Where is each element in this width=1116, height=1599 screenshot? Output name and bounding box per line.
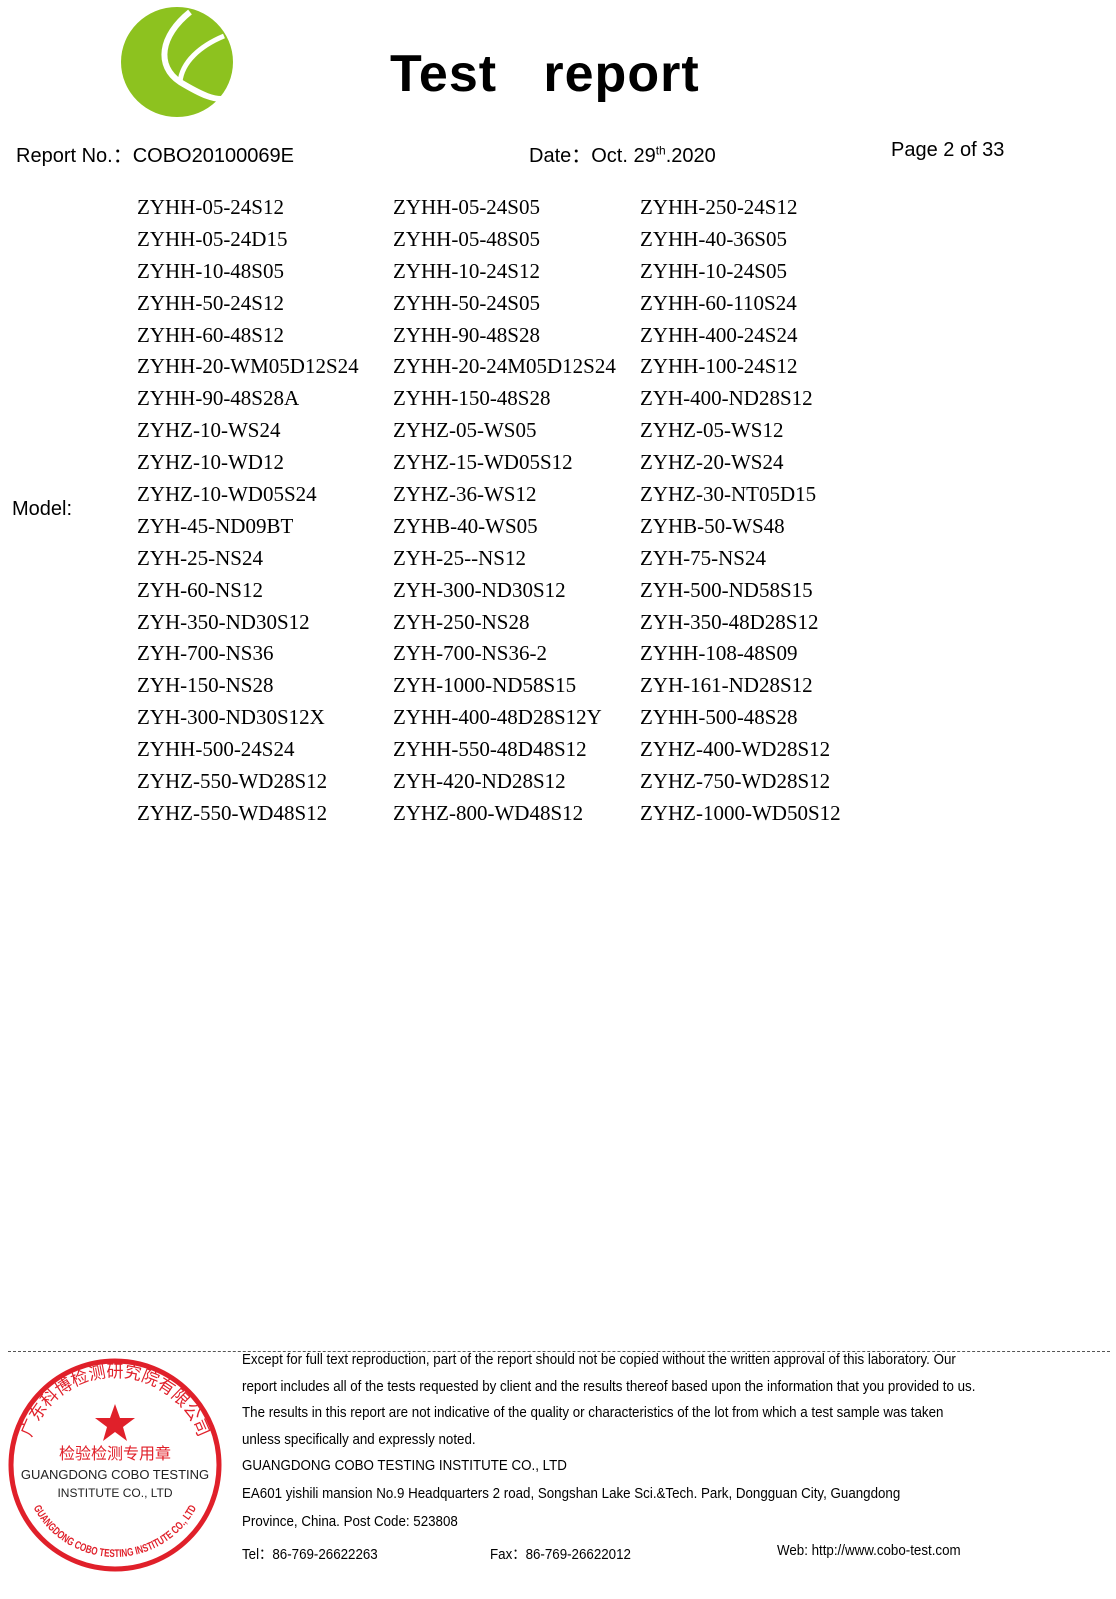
model-name: ZYH-45-ND09BT [137, 513, 294, 538]
footer-fax: Fax：86-769-26622012 [490, 1547, 631, 1563]
footer-web-link[interactable]: Web: http://www.cobo-test.com [777, 1543, 961, 1559]
model-name: ZYH-150-NS28 [137, 673, 274, 698]
model-name: ZYH-1000-ND58S15 [393, 673, 577, 698]
footer-address: EA601 yishili mansion No.9 Headquarters … [242, 1486, 901, 1502]
model-name: ZYHH-90-48S28A [137, 386, 300, 411]
model-name: ZYHH-90-48S28 [393, 322, 540, 347]
footer-disclaimer-line: report includes all of the tests request… [242, 1379, 976, 1395]
stamp-center-text: 检验检测专用章 [59, 1444, 171, 1463]
model-name: ZYHZ-400-WD28S12 [640, 737, 831, 762]
model-name: ZYHH-20-24M05D12S24 [393, 354, 616, 379]
model-name: ZYHZ-05-WS12 [640, 418, 784, 443]
model-name: ZYH-60-NS12 [137, 577, 263, 602]
model-name: ZYHZ-550-WD28S12 [137, 769, 328, 794]
model-name: ZYH-700-NS36-2 [393, 641, 547, 666]
model-name: ZYHH-150-48S28 [393, 386, 551, 411]
model-name: ZYHZ-800-WD48S12 [393, 800, 584, 825]
model-name: ZYHH-400-24S24 [640, 322, 798, 347]
page-number: Page 2 of 33 [891, 139, 1005, 161]
model-name: ZYH-25-NS24 [137, 545, 263, 570]
model-name: ZYHZ-36-WS12 [393, 482, 537, 507]
model-name: ZYH-420-ND28S12 [393, 769, 566, 794]
model-name: ZYH-250-NS28 [393, 609, 530, 634]
model-name: ZYHZ-1000-WD50S12 [640, 800, 841, 825]
model-name: ZYH-700-NS36 [137, 641, 274, 666]
model-name: ZYHH-05-24S12 [137, 195, 284, 219]
footer-disclaimer-line: The results in this report are not indic… [242, 1405, 944, 1421]
model-name: ZYH-300-ND30S12X [137, 705, 325, 730]
model-name: ZYHH-60-48S12 [137, 322, 284, 347]
model-name: ZYHZ-750-WD28S12 [640, 769, 831, 794]
model-name: ZYHH-40-36S05 [640, 226, 787, 251]
footer-disclaimer-line: unless specifically and expressly noted. [242, 1432, 476, 1448]
company-seal-stamp: 广东科博检测研究院有限公司 检验检测专用章 GUANGDONG COBO TES… [8, 1358, 222, 1572]
stamp-line1: GUANGDONG COBO TESTING [21, 1467, 209, 1482]
model-name: ZYHH-500-24S24 [137, 737, 295, 762]
model-name: ZYHZ-30-NT05D15 [640, 482, 817, 507]
model-name: ZYHH-10-48S05 [137, 258, 284, 283]
model-name: ZYHH-60-110S24 [640, 290, 797, 315]
model-name: ZYHZ-550-WD48S12 [137, 800, 328, 825]
stamp-line2: INSTITUTE CO., LTD [57, 1486, 172, 1500]
footer-address: Province, China. Post Code: 523808 [242, 1514, 458, 1530]
model-name: ZYHB-50-WS48 [640, 513, 785, 538]
model-name: ZYHH-20-WM05D12S24 [137, 354, 359, 379]
model-name: ZYH-75-NS24 [640, 545, 766, 570]
model-name: ZYHH-100-24S12 [640, 354, 798, 379]
star-icon [95, 1404, 135, 1441]
model-name: ZYHH-550-48D48S12 [393, 737, 587, 762]
report-date: Date：Oct. 29th.2020 [529, 143, 716, 167]
footer-company-name: GUANGDONG COBO TESTING INSTITUTE CO., LT… [242, 1458, 567, 1474]
report-number: Report No.：COBO20100069E [16, 145, 294, 167]
model-name: ZYHH-400-48D28S12Y [393, 705, 602, 730]
model-name: ZYHH-05-24D15 [137, 226, 288, 251]
model-name: ZYHZ-10-WD12 [137, 450, 284, 475]
cobo-logo-icon [121, 7, 233, 117]
model-name: ZYHH-500-48S28 [640, 705, 798, 730]
footer-disclaimer-line: Except for full text reproduction, part … [242, 1352, 956, 1368]
model-name: ZYHH-10-24S12 [393, 258, 540, 283]
model-name: ZYHZ-10-WS24 [137, 418, 281, 443]
model-name: ZYHZ-15-WD05S12 [393, 450, 573, 475]
model-name: ZYHB-40-WS05 [393, 513, 538, 538]
model-name: ZYH-350-48D28S12 [640, 609, 819, 634]
model-label: Model: [12, 498, 73, 520]
model-name: ZYHH-05-24S05 [393, 195, 540, 219]
model-name: ZYHZ-10-WD05S24 [137, 482, 317, 507]
model-name: ZYHH-05-48S05 [393, 226, 540, 251]
model-name: ZYHH-108-48S09 [640, 641, 798, 666]
model-name: ZYHZ-20-WS24 [640, 450, 784, 475]
model-name: ZYH-400-ND28S12 [640, 386, 813, 411]
footer-tel: Tel：86-769-26622263 [242, 1547, 378, 1563]
footer-divider [8, 1351, 1110, 1352]
model-name: ZYHZ-05-WS05 [393, 418, 537, 443]
model-name: ZYHH-50-24S12 [137, 290, 284, 315]
model-name: ZYH-350-ND30S12 [137, 609, 310, 634]
page-title: Test report [390, 45, 700, 103]
model-name: ZYHH-10-24S05 [640, 258, 787, 283]
model-name: ZYHH-50-24S05 [393, 290, 540, 315]
model-name: ZYHH-250-24S12 [640, 195, 798, 219]
model-name: ZYH-300-ND30S12 [393, 577, 566, 602]
model-name: ZYH-25--NS12 [393, 545, 526, 570]
model-name: ZYH-161-ND28S12 [640, 673, 813, 698]
model-name: ZYH-500-ND58S15 [640, 577, 813, 602]
